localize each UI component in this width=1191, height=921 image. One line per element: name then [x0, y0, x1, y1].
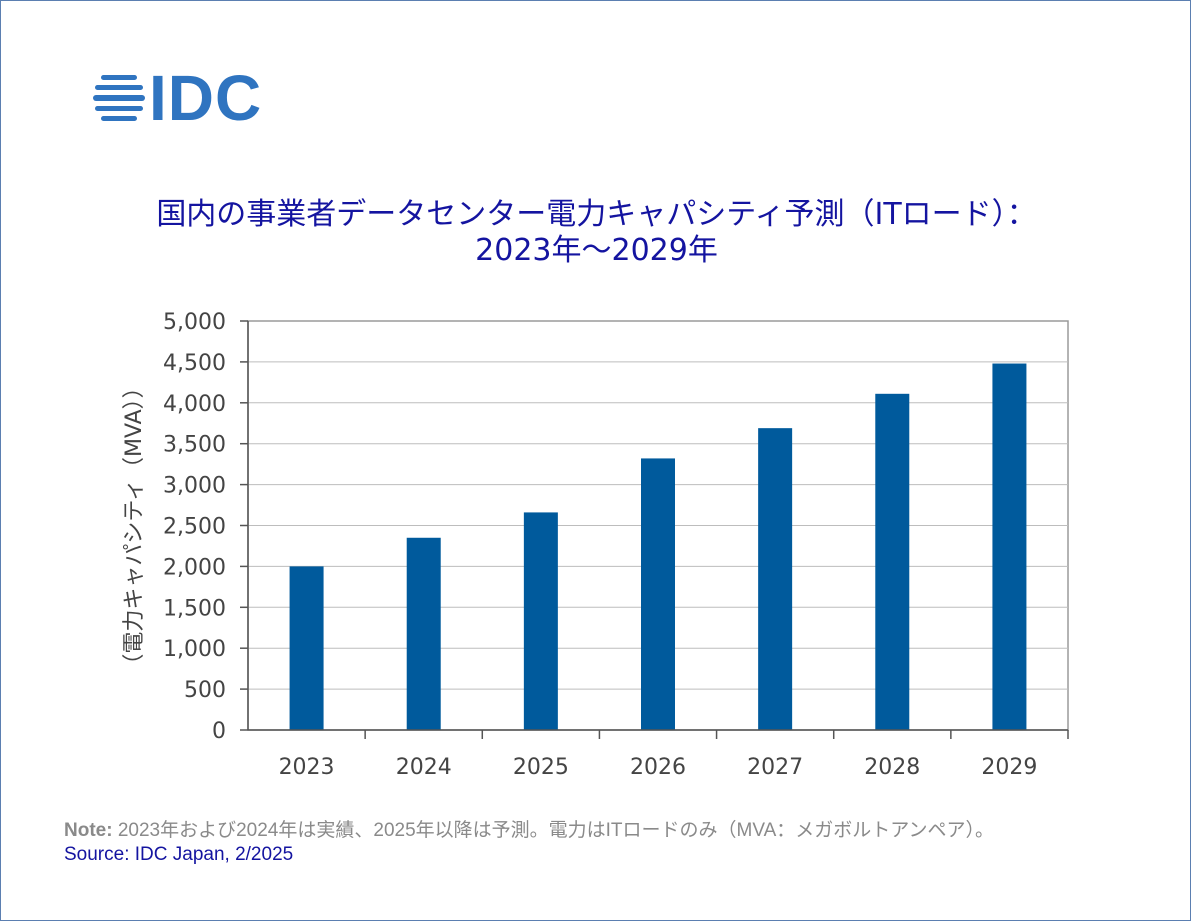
- note-label: Note:: [64, 820, 113, 841]
- idc-logo-globe-icon: [93, 75, 145, 121]
- bar-layer: [289, 363, 1027, 730]
- bar-2025: [523, 512, 558, 730]
- chart-source: Source: IDC Japan, 2/2025: [64, 844, 294, 865]
- y-tick-label: 1,500: [163, 596, 226, 621]
- y-tick-label: 2,000: [163, 555, 226, 580]
- y-tick-label: 4,500: [163, 351, 226, 376]
- y-tick-label: 5,000: [163, 310, 226, 335]
- bar-2027: [758, 428, 793, 730]
- note-text: 2023年および2024年は実績、2025年以降は予測。電力はITロードのみ（M…: [117, 820, 995, 841]
- idc-logo: IDC: [93, 65, 283, 131]
- y-tick-label: 2,500: [163, 515, 226, 540]
- bar-2024: [406, 537, 441, 730]
- x-tick-label: 2023: [279, 755, 335, 780]
- y-tick-label: 500: [184, 678, 226, 703]
- y-axis-label: （電力キャパシティ（MVA））: [122, 376, 147, 675]
- bar-2026: [641, 458, 675, 730]
- bar-2029: [992, 363, 1027, 730]
- x-tick-label: 2027: [747, 755, 803, 780]
- idc-logo-text: IDC: [149, 62, 263, 134]
- bar-2028: [875, 393, 910, 730]
- y-tick-label: 0: [212, 719, 226, 744]
- chart-note: Note: 2023年および2024年は実績、2025年以降は予測。電力はITロ…: [64, 815, 994, 842]
- y-tick-label: 3,000: [163, 474, 226, 499]
- bar-2023: [289, 566, 324, 730]
- chart-title-line-1: 国内の事業者データセンター電力キャパシティ予測（ITロード）：: [156, 197, 1037, 232]
- x-tick-label: 2029: [981, 755, 1037, 780]
- bar-chart: 0 500 1,000 1,500 2,000 2,500 3,000 3,500 4,000 4…: [122, 310, 1069, 780]
- x-tick-label: 2028: [864, 755, 920, 780]
- x-tick-label: 2024: [396, 755, 452, 780]
- axis-layer: 0 500 1,000 1,500 2,000 2,500 3,000 3,500 4,000 4…: [163, 310, 1069, 780]
- y-tick-label: 4,000: [163, 392, 226, 417]
- y-tick-label: 3,500: [163, 433, 226, 458]
- x-tick-label: 2025: [513, 755, 569, 780]
- chart-title-line-2: 2023年～2029年: [475, 233, 718, 268]
- x-tick-label: 2026: [630, 755, 686, 780]
- y-tick-label: 1,000: [163, 637, 226, 662]
- chart-title: 国内の事業者データセンター電力キャパシティ予測（ITロード）： 2023年～20…: [1, 197, 1191, 269]
